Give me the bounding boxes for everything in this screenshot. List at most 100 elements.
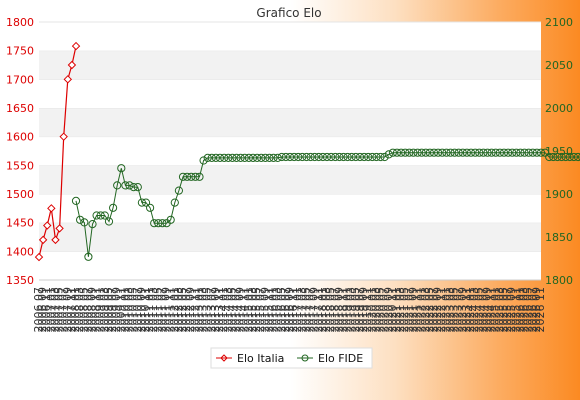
data-point-elo-fide (248, 153, 258, 162)
data-point-elo-fide (392, 148, 402, 157)
x-axis-tick-label: 2021 11 (411, 287, 424, 333)
x-axis-tick-label: 2024 01 (464, 287, 477, 333)
data-point-elo-fide (380, 152, 389, 162)
data-point-elo-fide (96, 211, 105, 220)
x-axis-tick-label: 2012 07 (180, 287, 193, 333)
data-point-elo-fide (549, 152, 558, 162)
x-axis-tick-label: 2022 09 (431, 287, 444, 333)
x-axis-tick-label: 2021 09 (406, 287, 419, 333)
x-axis-tick-label: 2009 05 (102, 287, 115, 333)
data-point-elo-fide (561, 152, 570, 162)
grid-band (39, 251, 541, 280)
x-axis-tick-label: 2025 01 (489, 287, 502, 333)
data-point-elo-fide (557, 152, 566, 162)
data-point-elo-fide (347, 152, 356, 162)
data-point-elo-fide (327, 152, 336, 162)
x-axis-tick-label: 2010 01 (118, 287, 131, 333)
data-point-elo-fide (310, 152, 319, 162)
x-axis-tick-label: 2025 09 (505, 287, 518, 333)
data-point-elo-fide (417, 148, 426, 157)
data-point-elo-italia (34, 252, 44, 262)
data-point-elo-fide (532, 148, 542, 157)
data-point-elo-fide (372, 152, 381, 162)
data-point-elo-fide (471, 148, 480, 157)
data-point-elo-fide (364, 152, 373, 162)
data-point-elo-fide (290, 152, 299, 162)
data-point-elo-italia (51, 235, 60, 245)
data-point-elo-fide (253, 153, 262, 162)
x-axis-tick-label: 2020 05 (374, 287, 387, 333)
data-point-elo-fide (458, 148, 467, 157)
right-axis-tick-label: 2000 (545, 102, 573, 115)
data-point-elo-fide (257, 153, 266, 162)
x-axis-tick-label: 2018 09 (332, 287, 345, 333)
data-point-elo-fide (220, 153, 229, 162)
data-point-elo-fide (199, 156, 208, 165)
data-point-elo-fide (434, 148, 443, 157)
x-axis-tick-label: 2020 11 (386, 287, 399, 333)
x-axis-tick-label: 2022 01 (415, 287, 428, 333)
x-axis-tick-label: 2014 11 (238, 287, 251, 333)
data-point-elo-fide (351, 152, 360, 162)
legend: Elo Italia Elo FIDE (210, 347, 373, 369)
data-point-elo-fide (285, 152, 295, 162)
x-axis-tick-label: 2024 07 (476, 287, 489, 333)
data-point-elo-fide (76, 215, 85, 224)
left-axis-tick-label: 1450 (6, 217, 34, 230)
x-axis-tick-label: 2024 05 (472, 287, 485, 333)
x-axis-tick-label: 2013 03 (197, 287, 210, 333)
data-point-elo-fide (413, 148, 422, 157)
x-axis-tick-label: 2007 09 (61, 287, 74, 333)
data-point-elo-fide (146, 203, 155, 212)
x-axis-tick-label: 2009 03 (98, 287, 111, 333)
data-point-elo-fide (121, 181, 130, 190)
data-point-elo-italia (59, 132, 68, 141)
x-axis-tick-label: 2022 05 (423, 287, 436, 333)
data-point-elo-fide (499, 148, 509, 157)
data-point-elo-fide (454, 148, 463, 157)
data-point-elo-fide (491, 148, 500, 157)
x-axis-tick-label: 2012 11 (188, 287, 201, 333)
data-point-elo-fide (277, 152, 286, 162)
x-axis-tick-label: 2014 01 (217, 287, 230, 333)
x-axis-tick-label: 2011 11 (164, 287, 177, 333)
x-axis-tick-label: 2009 01 (94, 287, 107, 333)
x-axis-tick-label: 2020 03 (369, 287, 382, 333)
right-axis-tick-label: 1800 (545, 274, 573, 287)
data-point-elo-fide (158, 219, 167, 228)
x-axis-tick-label: 2007 01 (44, 287, 57, 333)
data-point-elo-fide (339, 152, 348, 162)
data-point-elo-fide (203, 153, 212, 162)
legend-item-elo-fide: Elo FIDE (297, 352, 363, 365)
x-axis-tick-label: 2018 05 (324, 287, 337, 333)
data-point-elo-fide (187, 172, 196, 181)
x-axis-tick-label: 2023 03 (443, 287, 456, 333)
x-axis-tick-label: 2021 05 (398, 287, 411, 333)
data-point-elo-fide (322, 152, 332, 162)
x-axis-tick-label: 2025 07 (501, 287, 514, 333)
data-point-elo-fide (553, 152, 562, 162)
grid-band (39, 22, 541, 51)
grid-band (39, 194, 541, 223)
x-axis-tick-label: 2026 09 (530, 287, 543, 333)
x-axis-tick-label: 2023 09 (456, 287, 469, 333)
data-point-elo-fide (133, 183, 142, 192)
data-point-elo-fide (331, 152, 340, 162)
x-axis-tick-label: 2025 11 (509, 287, 522, 333)
x-axis-tick-label: 2011 07 (155, 287, 168, 333)
data-point-elo-fide (240, 153, 249, 162)
x-axis-tick-label: 2020 01 (365, 287, 378, 333)
data-point-elo-fide (479, 148, 488, 157)
data-point-elo-fide (520, 148, 529, 157)
x-axis-tick-label: 2011 03 (147, 287, 160, 333)
data-point-elo-fide (573, 152, 580, 162)
data-point-elo-fide (117, 164, 126, 173)
grid-band (39, 222, 541, 252)
x-axis-tick-label: 2008 07 (81, 287, 94, 333)
x-axis-tick-label: 2022 03 (419, 287, 432, 333)
x-axis-tick-label: 2019 01 (341, 287, 354, 333)
data-point-elo-fide (355, 152, 365, 162)
data-point-elo-fide (409, 148, 418, 157)
